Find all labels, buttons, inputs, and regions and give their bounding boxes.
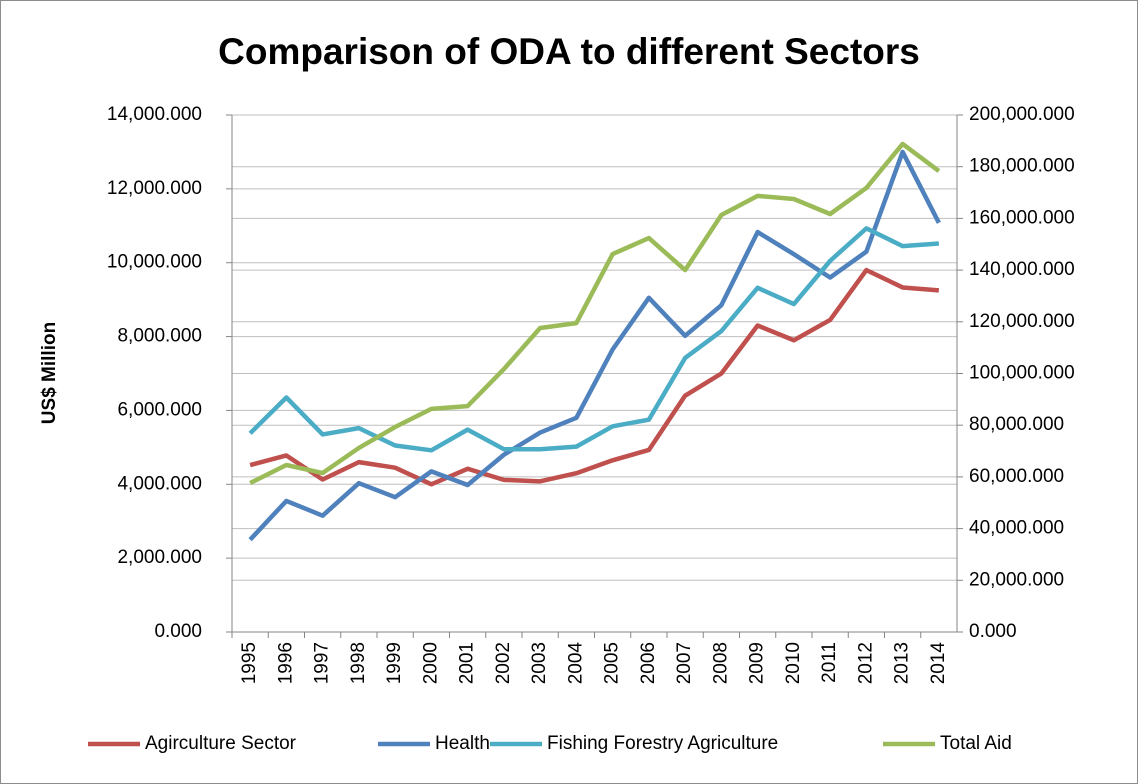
y2-tick-label: 180,000.000	[969, 156, 1075, 177]
series-line	[248, 226, 940, 453]
legend-label: Fishing Forestry Agriculture	[547, 733, 778, 754]
x-tick-label: 2000	[420, 642, 441, 684]
y2-tick-label: 60,000.000	[969, 466, 1064, 487]
x-tick-label: 2002	[493, 642, 514, 684]
legend-label: Health	[435, 733, 490, 754]
y-tick-label: 10,000.000	[107, 252, 202, 273]
x-tick-label: 2008	[710, 642, 731, 684]
y2-tick-label: 200,000.000	[969, 104, 1075, 125]
x-tick-label: 2007	[674, 642, 695, 684]
series-line	[249, 141, 941, 486]
x-tick-label: 2012	[855, 642, 876, 684]
x-tick-label: 1998	[348, 642, 369, 684]
y2-tick-label: 0.000	[969, 621, 1017, 642]
y2-tick-label: 100,000.000	[969, 363, 1075, 384]
x-tick-label: 2006	[638, 642, 659, 684]
y-tick-label: 12,000.000	[107, 178, 202, 199]
y-tick-label: 14,000.000	[107, 104, 202, 125]
x-tick-label: 1996	[275, 642, 296, 684]
x-tick-label: 1995	[239, 642, 260, 684]
y2-tick-label: 140,000.000	[969, 259, 1075, 280]
x-tick-label: 2013	[892, 642, 913, 684]
x-tick-label: 1999	[384, 642, 405, 684]
y-tick-label: 6,000.000	[117, 399, 202, 420]
y-tick-label: 0.000	[154, 621, 202, 642]
x-tick-label: 2009	[747, 642, 768, 684]
x-tick-label: 2010	[783, 642, 804, 684]
x-tick-label: 2003	[529, 642, 550, 684]
y2-tick-label: 160,000.000	[969, 207, 1075, 228]
x-tick-label: 2005	[602, 642, 623, 684]
y-tick-label: 2,000.000	[117, 547, 202, 568]
y-tick-label: 8,000.000	[117, 326, 202, 347]
y-axis-label: US$ Million	[39, 322, 60, 424]
legend-label: Agirculture Sector	[145, 733, 297, 754]
legend-label: Total Aid	[940, 733, 1012, 754]
y2-tick-label: 20,000.000	[969, 569, 1064, 590]
series-line	[248, 149, 941, 542]
x-tick-label: 2011	[819, 642, 840, 683]
x-tick-label: 2001	[457, 642, 478, 684]
series-line	[249, 267, 940, 487]
chart-title: Comparison of ODA to different Sectors	[218, 31, 920, 72]
y2-tick-label: 40,000.000	[969, 518, 1064, 539]
x-tick-label: 2004	[565, 642, 586, 685]
x-tick-label: 2014	[928, 642, 949, 685]
y-tick-label: 4,000.000	[117, 473, 202, 494]
x-tick-label: 1997	[312, 642, 333, 684]
y2-tick-label: 120,000.000	[969, 311, 1075, 332]
y2-tick-label: 80,000.000	[969, 414, 1064, 435]
